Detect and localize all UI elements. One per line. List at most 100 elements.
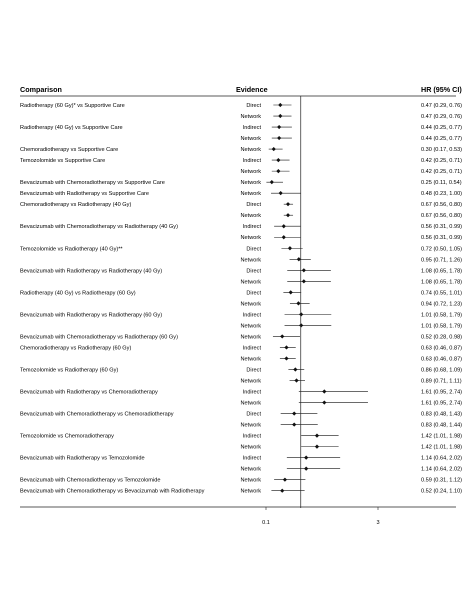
point-estimate-marker: [322, 389, 327, 394]
hr-ci-label: 0.56 (0.31, 0.99): [421, 235, 462, 241]
hr-ci-label: 1.01 (0.58, 1.79): [421, 312, 462, 318]
point-estimate-marker: [276, 169, 281, 174]
comparison-label: Bevacizumab with Radiotherapy vs Radioth…: [20, 312, 162, 318]
forest-row: Bevacizumab with Radiotherapy vs Chemora…: [20, 389, 462, 396]
evidence-label: Indirect: [243, 312, 262, 318]
evidence-label: Network: [240, 257, 261, 263]
evidence-label: Indirect: [243, 158, 262, 164]
hr-ci-label: 0.95 (0.71, 1.26): [421, 257, 462, 263]
point-estimate-marker: [278, 191, 283, 196]
evidence-label: Network: [240, 136, 261, 142]
evidence-label: Direct: [246, 367, 261, 373]
hr-ci-label: 1.14 (0.64, 2.02): [421, 467, 462, 473]
comparison-label: Temozolomide vs Radiotherapy (60 Gy): [20, 367, 118, 373]
evidence-label: Network: [240, 489, 261, 495]
hr-ci-label: 0.52 (0.24, 1.10): [421, 489, 462, 495]
forest-row: Network 0.47 (0.29, 0.76): [240, 113, 462, 120]
forest-row: Bevacizumab with Chemoradiotherapy vs Su…: [20, 180, 462, 186]
comparison-header: Comparison: [20, 85, 62, 94]
hr-ci-label: 0.44 (0.25, 0.77): [421, 136, 462, 142]
evidence-label: Indirect: [243, 390, 262, 396]
point-estimate-marker: [322, 400, 327, 405]
hr-ci-label: 0.83 (0.48, 1.43): [421, 412, 462, 418]
evidence-label: Network: [240, 379, 261, 385]
point-estimate-marker: [294, 378, 299, 383]
evidence-label: Direct: [246, 246, 261, 252]
hr-ci-label: 0.72 (0.50, 1.05): [421, 246, 462, 252]
x-axis: 0.1 3: [20, 96, 456, 526]
forest-row: Bevacizumab with Radiotherapy vs Temozol…: [20, 455, 462, 462]
forest-row: Network 0.83 (0.48, 1.44): [240, 422, 462, 429]
comparison-label: Bevacizumab with Radiotherapy vs Radioth…: [20, 268, 162, 274]
hr-ci-label: 0.59 (0.31, 1.12): [421, 478, 462, 484]
point-estimate-marker: [314, 433, 320, 438]
point-estimate-marker: [293, 367, 298, 372]
comparison-label: Chemoradiotherapy vs Radiotherapy (40 Gy…: [20, 202, 131, 208]
hr-ci-label: 0.56 (0.31, 0.99): [421, 224, 462, 230]
point-estimate-marker: [301, 279, 306, 284]
evidence-label: Direct: [246, 103, 261, 109]
comparison-label: Chemoradiotherapy vs Supportive Care: [20, 147, 118, 153]
forest-row: Radiotherapy (60 Gy)* vs Supportive Care…: [20, 102, 462, 109]
comparison-label: Bevacizumab with Chemoradiotherapy vs Ra…: [20, 334, 178, 340]
forest-row: Network 0.63 (0.46, 0.87): [240, 356, 462, 362]
point-estimate-marker: [271, 146, 276, 152]
point-estimate-marker: [280, 334, 285, 339]
comparison-label: Bevacizumab with Chemoradiotherapy vs Su…: [20, 180, 165, 186]
evidence-label: Network: [240, 401, 261, 407]
comparison-label: Radiotherapy (40 Gy) vs Supportive Care: [20, 125, 123, 131]
hr-ci-label: 1.08 (0.65, 1.78): [421, 279, 462, 285]
hr-ci-label: 0.74 (0.55, 1.01): [421, 290, 462, 296]
evidence-label: Network: [240, 191, 261, 197]
comparison-label: Bevacizumab with Radiotherapy vs Support…: [20, 191, 149, 197]
point-estimate-marker: [304, 455, 309, 460]
hr-ci-label: 1.01 (0.58, 1.79): [421, 323, 462, 329]
hr-ci-label: 0.42 (0.25, 0.71): [421, 158, 462, 164]
hr-ci-label: 1.61 (0.95, 2.74): [421, 390, 462, 396]
forest-row: Bevacizumab with Chemoradiotherapy vs Ra…: [20, 224, 462, 230]
evidence-header: Evidence: [236, 85, 268, 94]
evidence-label: Network: [240, 467, 261, 473]
forest-row: Bevacizumab with Chemoradiotherapy vs Ra…: [20, 334, 462, 340]
evidence-label: Network: [240, 445, 261, 451]
point-estimate-marker: [287, 246, 293, 251]
forest-row: Network 0.89 (0.71, 1.11): [240, 378, 462, 385]
comparison-label: Bevacizumab with Chemoradiotherapy vs Ch…: [20, 412, 174, 418]
x-tick-label: 3: [376, 520, 379, 526]
point-estimate-marker: [278, 113, 283, 119]
evidence-label: Network: [240, 334, 261, 340]
forest-row: Network 1.61 (0.95, 2.74): [240, 400, 462, 407]
forest-row: Chemoradiotherapy vs Radiotherapy (60 Gy…: [20, 345, 462, 351]
point-estimate-marker: [285, 213, 291, 218]
point-estimate-marker: [276, 158, 281, 163]
hr-ci-label: 0.67 (0.56, 0.80): [421, 202, 462, 208]
hr-ci-label: 1.42 (1.01, 1.98): [421, 445, 462, 451]
forest-row: Network 0.94 (0.72, 1.23): [240, 301, 462, 307]
forest-row: Temozolomide vs Supportive Care Indirect 0…: [20, 158, 462, 164]
evidence-label: Indirect: [243, 224, 262, 230]
hr-ci-label: 1.61 (0.95, 2.74): [421, 401, 462, 407]
hr-ci-label: 0.63 (0.46, 0.87): [421, 356, 462, 362]
forest-row: Network 0.56 (0.31, 0.99): [240, 235, 462, 241]
evidence-label: Network: [240, 279, 261, 285]
point-estimate-marker: [292, 422, 297, 427]
point-estimate-marker: [282, 477, 288, 482]
evidence-label: Network: [240, 423, 261, 429]
forest-row: Network 0.67 (0.56, 0.80): [240, 213, 462, 219]
comparison-label: Radiotherapy (40 Gy) vs Radiotherapy (60…: [20, 290, 136, 296]
evidence-label: Network: [240, 301, 261, 307]
point-estimate-marker: [299, 323, 304, 328]
forest-row: Temozolomide vs Chemoradiotherapy Indirec…: [20, 433, 462, 440]
comparison-label: Bevacizumab with Radiotherapy vs Chemora…: [20, 390, 158, 396]
point-estimate-marker: [281, 235, 286, 240]
point-estimate-marker: [301, 268, 306, 273]
point-estimate-marker: [314, 444, 320, 449]
hr-ci-label: 0.86 (0.68, 1.09): [421, 367, 462, 373]
hr-ci-label: 0.25 (0.11, 0.54): [421, 180, 462, 186]
hr-ci-label: 0.89 (0.71, 1.11): [421, 379, 462, 385]
hr-ci-label: 0.47 (0.29, 0.76): [421, 114, 462, 120]
evidence-label: Direct: [246, 202, 261, 208]
hr-ci-label: 0.94 (0.72, 1.23): [421, 301, 462, 307]
point-estimate-marker: [277, 124, 282, 130]
